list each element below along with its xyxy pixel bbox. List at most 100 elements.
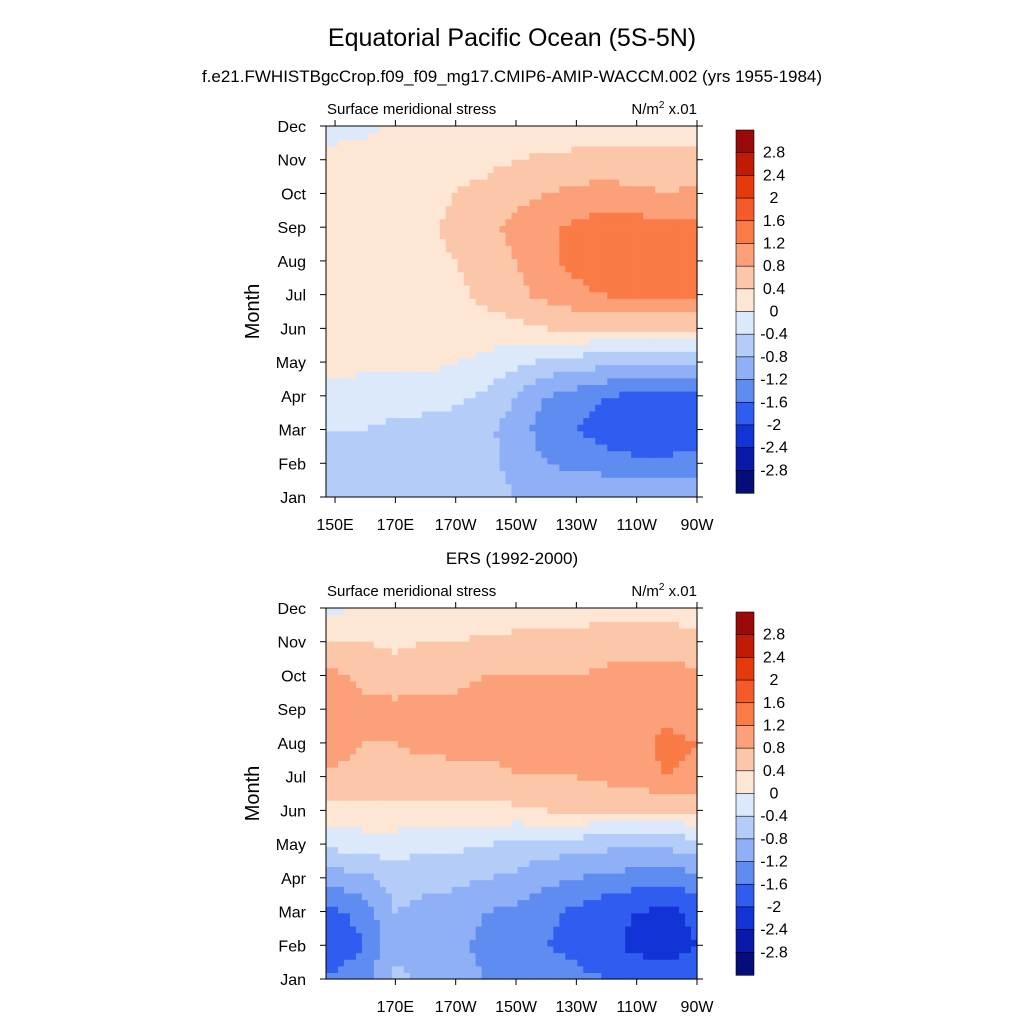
contour-cell [565,152,572,160]
contour-cell [619,846,626,854]
contour-cell [601,351,608,359]
contour-cell [331,192,339,200]
contour-cell [451,926,459,934]
contour-cell [373,338,381,346]
contour-cell [553,318,560,326]
contour-cell [541,258,548,266]
contour-cell [691,232,698,240]
contour-cell [643,450,650,458]
contour-cell [535,912,543,920]
contour-cell [391,965,399,973]
contour-cell [457,839,465,848]
contour-cell [649,205,656,213]
contour-cell [439,258,447,266]
contour-cell [589,192,596,200]
contour-cell [685,331,692,339]
contour-cell [367,939,375,947]
contour-cell [679,892,686,901]
contour-cell [571,338,578,346]
contour-cell [463,919,471,927]
contour-cell [571,926,578,934]
contour-cell [583,859,590,867]
contour-cell [625,866,632,874]
contour-cell [589,344,596,352]
contour-cell [397,172,405,180]
contour-cell [577,945,584,954]
contour-cell [373,410,381,419]
contour-cell [643,879,650,887]
contour-cell [691,959,698,967]
contour-cell [475,384,483,392]
contour-cell [505,324,513,332]
contour-cell [529,397,537,405]
contour-cell [493,145,501,154]
contour-cell [535,172,543,180]
contour-cell [637,886,644,894]
contour-cell [367,278,375,286]
contour-cell [583,470,590,478]
contour-cell [337,391,345,399]
contour-cell [589,899,596,907]
contour-cell [679,198,686,207]
contour-cell [469,152,477,160]
contour-cell [433,251,441,260]
contour-cell [679,132,686,140]
contour-cell [457,483,465,491]
contour-cell [415,205,423,213]
contour-cell [499,437,507,445]
contour-cell [439,826,447,834]
contour-cell [685,826,692,834]
contour-cell [326,278,333,286]
contour-cell [523,410,531,419]
contour-cell [385,444,393,452]
contour-cell [631,225,638,233]
contour-cell [643,232,650,240]
contour-cell [625,185,632,193]
contour-cell [661,846,668,854]
contour-cell [457,318,465,326]
contour-cell [469,145,477,154]
contour-cell [367,344,375,352]
contour-cell [421,271,429,279]
contour-cell [427,906,435,914]
contour-cell [637,463,644,472]
contour-cell [403,477,411,485]
contour-cell [475,298,483,306]
contour-cell [511,470,519,478]
contour-cell [331,165,339,173]
contour-cell [673,324,680,332]
contour-cell [661,444,668,452]
contour-cell [589,225,596,233]
contour-cell [403,265,411,273]
contour-cell [547,437,554,445]
contour-cell [601,218,608,226]
contour-cell [331,404,339,412]
contour-cell [559,179,566,187]
contour-cell [349,377,357,385]
contour-cell [421,463,429,472]
contour-cell [613,298,620,306]
contour-cell [625,132,632,140]
contour-cell [415,866,423,874]
contour-cell [607,417,614,425]
contour-cell [655,318,662,326]
contour-cell [535,331,543,339]
contour-cell [463,384,471,392]
contour-cell [517,344,525,352]
contour-cell [535,357,543,366]
contour-cell [487,364,495,372]
contour-cell [637,391,644,399]
contour-cell [535,344,543,352]
contour-cell [517,906,525,914]
contour-cell [331,344,339,352]
contour-cell [595,873,602,881]
contour-cell [565,291,572,299]
contour-cell [583,926,590,934]
contour-cell [679,919,686,927]
contour-cell [631,159,638,167]
contour-cell [326,324,333,332]
contour-cell [439,298,447,306]
contour-cell [367,417,375,425]
contour-cell [631,450,638,458]
contour-cell [571,457,578,465]
